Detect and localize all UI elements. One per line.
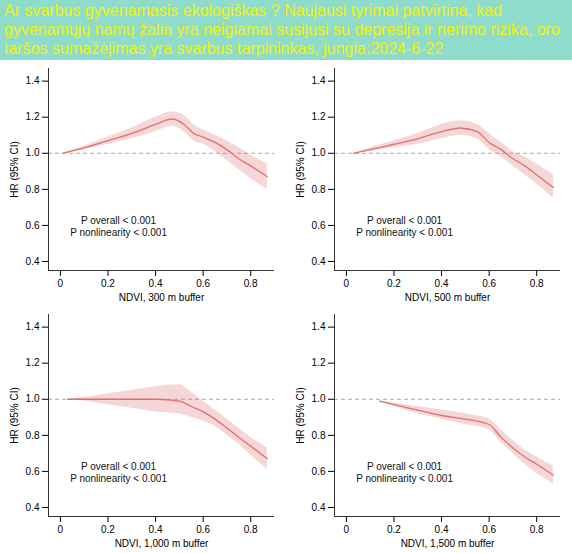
svg-text:1.2: 1.2	[26, 111, 40, 122]
svg-text:1.2: 1.2	[312, 357, 326, 368]
svg-text:0.2: 0.2	[101, 524, 115, 535]
svg-text:0.6: 0.6	[312, 220, 326, 231]
svg-text:0.6: 0.6	[196, 278, 210, 289]
svg-text:0.4: 0.4	[149, 278, 163, 289]
svg-text:0.6: 0.6	[26, 466, 40, 477]
svg-text:1.2: 1.2	[312, 111, 326, 122]
svg-text:1.4: 1.4	[312, 321, 326, 332]
svg-text:0.6: 0.6	[482, 278, 496, 289]
svg-text:NDVI, 300 m buffer: NDVI, 300 m buffer	[119, 292, 205, 303]
svg-text:0.6: 0.6	[196, 524, 210, 535]
svg-text:P overall < 0.001: P overall < 0.001	[81, 215, 157, 226]
svg-text:NDVI, 500 m buffer: NDVI, 500 m buffer	[405, 292, 491, 303]
svg-text:1.4: 1.4	[26, 75, 40, 86]
svg-text:0.6: 0.6	[482, 524, 496, 535]
svg-text:0.4: 0.4	[26, 502, 40, 513]
svg-text:NDVI, 1,000 m buffer: NDVI, 1,000 m buffer	[115, 538, 209, 549]
svg-text:HR (95% CI): HR (95% CI)	[295, 141, 306, 198]
html-text:Ar svarbus gyvenamasis ekologi: Ar svarbus gyvenamasis ekologiškas ? Nau…	[4, 2, 560, 57]
svg-text:1.4: 1.4	[312, 75, 326, 86]
svg-text:P nonlinearity < 0.001: P nonlinearity < 0.001	[356, 227, 453, 238]
svg-text:0.8: 0.8	[530, 524, 544, 535]
svg-text:P overall < 0.001: P overall < 0.001	[81, 461, 157, 472]
svg-text:P overall < 0.001: P overall < 0.001	[367, 215, 443, 226]
svg-text:0.8: 0.8	[244, 278, 258, 289]
svg-text:0.2: 0.2	[387, 524, 401, 535]
svg-text:0.2: 0.2	[387, 278, 401, 289]
svg-text:0.2: 0.2	[101, 278, 115, 289]
svg-text:0: 0	[58, 524, 64, 535]
svg-text:1.0: 1.0	[26, 147, 40, 158]
svg-text:0.4: 0.4	[435, 524, 449, 535]
svg-text:1.2: 1.2	[26, 357, 40, 368]
svg-text:P nonlinearity < 0.001: P nonlinearity < 0.001	[70, 227, 167, 238]
svg-text:1.0: 1.0	[312, 147, 326, 158]
svg-text:HR (95% CI): HR (95% CI)	[9, 387, 20, 444]
svg-text:0.8: 0.8	[26, 184, 40, 195]
svg-text:0.8: 0.8	[312, 184, 326, 195]
svg-text:0.4: 0.4	[312, 256, 326, 267]
svg-text:P nonlinearity < 0.001: P nonlinearity < 0.001	[70, 473, 167, 484]
svg-text:0.8: 0.8	[26, 430, 40, 441]
svg-text:P nonlinearity < 0.001: P nonlinearity < 0.001	[356, 473, 453, 484]
svg-text:1.0: 1.0	[26, 393, 40, 404]
svg-text:0.8: 0.8	[312, 430, 326, 441]
svg-text:HR (95% CI): HR (95% CI)	[9, 141, 20, 198]
svg-text:1.0: 1.0	[312, 393, 326, 404]
svg-text:0: 0	[344, 524, 350, 535]
svg-text:0.8: 0.8	[244, 524, 258, 535]
svg-text:0.4: 0.4	[435, 278, 449, 289]
svg-text:0.4: 0.4	[149, 524, 163, 535]
svg-text:0: 0	[344, 278, 350, 289]
svg-text:0.4: 0.4	[312, 502, 326, 513]
svg-text:NDVI, 1,500 m buffer: NDVI, 1,500 m buffer	[401, 538, 495, 549]
svg-text:P overall < 0.001: P overall < 0.001	[367, 461, 443, 472]
svg-text:0.6: 0.6	[312, 466, 326, 477]
svg-text:1.4: 1.4	[26, 321, 40, 332]
svg-text:0.6: 0.6	[26, 220, 40, 231]
svg-text:0: 0	[58, 278, 64, 289]
svg-text:HR (95% CI): HR (95% CI)	[295, 387, 306, 444]
svg-text:0.8: 0.8	[530, 278, 544, 289]
svg-text:0.4: 0.4	[26, 256, 40, 267]
